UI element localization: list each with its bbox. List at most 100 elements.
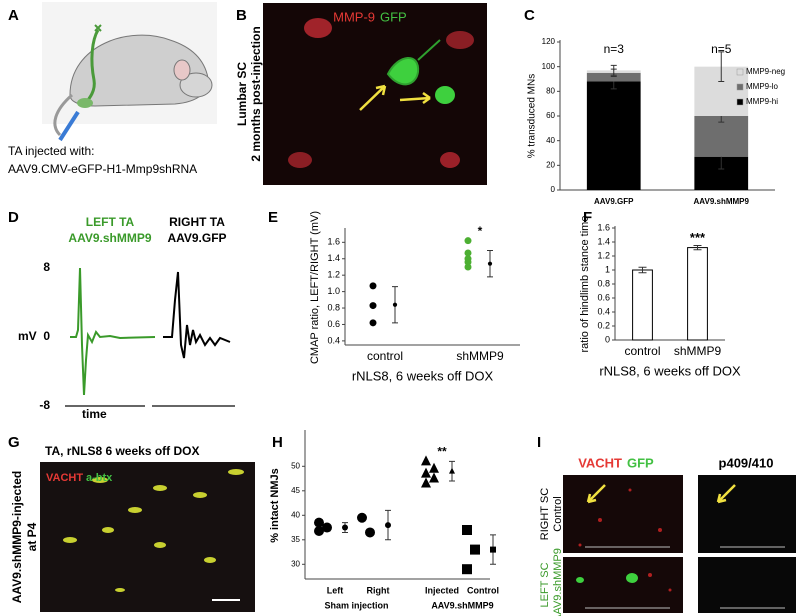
group-label: Sham injection xyxy=(324,600,388,610)
panel-letter: C xyxy=(524,7,535,24)
neuron xyxy=(386,39,441,86)
legend-label: MMP9-lo xyxy=(746,82,779,91)
data-point xyxy=(464,237,472,245)
y-tick-label: 0.6 xyxy=(327,319,340,329)
panel-letter: I xyxy=(537,434,541,451)
x-label: rNLS8, 6 weeks off DOX xyxy=(352,368,494,383)
y-tick-label: 1.6 xyxy=(597,222,610,232)
data-point xyxy=(314,517,324,528)
cell xyxy=(576,577,584,583)
mean-marker xyxy=(342,524,348,531)
y-tick-label: 0.8 xyxy=(597,278,610,288)
data-point xyxy=(314,525,324,536)
panel-letter: E xyxy=(268,209,278,226)
side-label: 2 months post-injection xyxy=(249,26,263,161)
speckles xyxy=(578,488,672,592)
y-tick-label: 1 xyxy=(605,264,610,274)
bar-segment xyxy=(694,116,749,157)
significance: *** xyxy=(690,230,706,245)
x-tick-label: AAV9.shMMP9 xyxy=(694,197,750,206)
nmj xyxy=(193,492,207,498)
y-tick-label: 35 xyxy=(291,535,300,544)
caption: TA injected with: xyxy=(8,144,94,158)
side-label: at P4 xyxy=(25,522,39,551)
y-tick-label: 40 xyxy=(291,510,300,519)
data-point xyxy=(369,282,377,290)
image-bg xyxy=(698,557,796,613)
y-label: % transduced MNs xyxy=(527,74,538,158)
column-title: p409/410 xyxy=(719,455,774,470)
speckle xyxy=(648,573,652,577)
stain-label: MMP-9 xyxy=(333,9,375,24)
y-tick-label: 0 xyxy=(551,185,556,194)
mean-marker xyxy=(392,302,398,307)
annotation: n=3 xyxy=(604,42,625,56)
blob xyxy=(446,31,474,49)
row-label: LEFT SC xyxy=(539,562,551,607)
arrow xyxy=(586,484,606,504)
trace-label: AAV9.shMMP9 xyxy=(68,231,151,245)
y-tick-label: 0 xyxy=(605,334,610,344)
y-tick-label: 0.2 xyxy=(597,320,610,330)
bar xyxy=(687,247,708,341)
annotation: n=5 xyxy=(711,42,732,56)
image-bg xyxy=(563,557,683,613)
bar xyxy=(632,269,653,341)
nmj-group xyxy=(63,469,244,592)
micrograph-b xyxy=(263,3,487,185)
data-point xyxy=(464,258,472,266)
y-tick-label: 45 xyxy=(291,486,300,495)
traces xyxy=(65,267,235,407)
y-tick-label: 0.4 xyxy=(327,335,340,345)
y-tick-label: 1.4 xyxy=(327,253,340,263)
legend-swatch xyxy=(736,98,744,106)
cell xyxy=(626,573,638,583)
legend-swatch xyxy=(736,83,744,91)
bar-segment xyxy=(586,81,641,190)
speckle xyxy=(578,543,582,547)
legend-label: MMP9-neg xyxy=(746,67,785,76)
y-tick-label: 80 xyxy=(546,86,555,95)
data-point xyxy=(429,462,439,473)
blob xyxy=(288,152,312,168)
x-tick-label: control xyxy=(367,349,403,363)
data-point xyxy=(462,564,472,575)
syringe xyxy=(58,110,80,142)
panel-letter: H xyxy=(272,434,283,451)
mouse-head xyxy=(179,72,213,98)
data-point xyxy=(369,302,377,310)
spinal-mark xyxy=(94,24,102,32)
x-tick-label: shMMP9 xyxy=(674,344,722,358)
y-tick-label: 30 xyxy=(291,559,300,568)
y-tick-label: 60 xyxy=(546,111,555,120)
legend-swatch xyxy=(736,68,744,76)
panel-title: TA, rNLS8 6 weeks off DOX xyxy=(45,444,199,458)
arrow xyxy=(359,84,387,111)
mean-marker xyxy=(490,546,496,553)
significance: * xyxy=(478,224,483,238)
blob xyxy=(304,18,332,38)
data-point xyxy=(421,455,431,466)
row-label: RIGHT SC xyxy=(539,488,551,540)
x-tick-label: control xyxy=(624,344,660,358)
x-tick-label: AAV9.GFP xyxy=(594,197,634,206)
nmj xyxy=(128,507,142,513)
caption: AAV9.CMV-eGFP-H1-Mmp9shRNA xyxy=(8,162,197,176)
y-tick-label: 0.4 xyxy=(597,306,610,316)
micrograph-g xyxy=(40,462,255,612)
trace-right xyxy=(163,271,231,359)
y-tick-label: 0.6 xyxy=(597,292,610,302)
stain-label: VACHT xyxy=(578,455,622,470)
data-point xyxy=(421,477,431,488)
x-label: time xyxy=(82,407,107,421)
image-bg xyxy=(698,475,796,553)
error-bar xyxy=(610,64,617,76)
panel-letter: G xyxy=(8,434,20,451)
micrograph-i xyxy=(563,475,796,613)
speckle xyxy=(658,528,662,532)
scale-bar xyxy=(585,546,785,609)
y-tick-label: 100 xyxy=(542,62,556,71)
stain-label: VACHT xyxy=(46,472,83,484)
y-tick-label: 1.2 xyxy=(597,250,610,260)
